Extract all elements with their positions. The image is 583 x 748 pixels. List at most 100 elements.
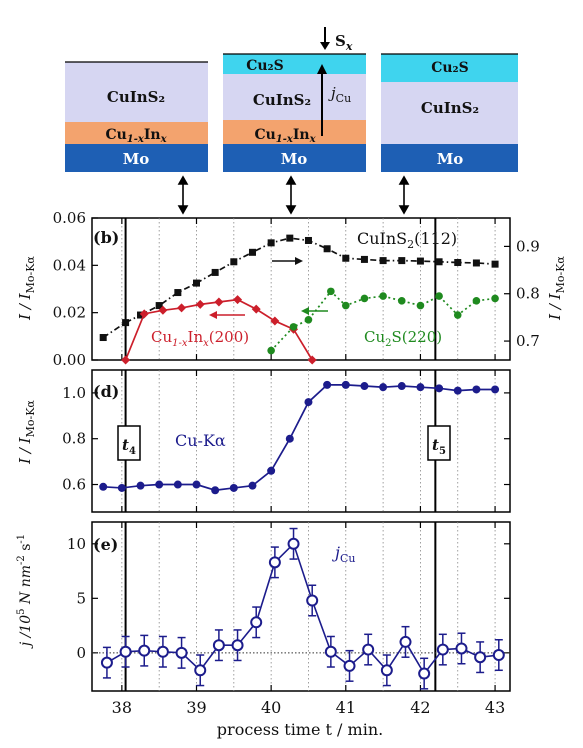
point-cu2s220 bbox=[416, 301, 425, 310]
point-cis112 bbox=[360, 255, 368, 263]
point-jcu bbox=[268, 556, 281, 569]
x-tick-label: 43 bbox=[485, 698, 505, 717]
point-jcu bbox=[306, 594, 319, 607]
point-cu2s220 bbox=[491, 294, 499, 303]
point-jcu bbox=[418, 667, 431, 680]
point-jcu bbox=[492, 649, 505, 662]
point-cis112 bbox=[174, 289, 182, 297]
stack2-cu2s-layer bbox=[223, 54, 366, 74]
point-cis112 bbox=[99, 334, 107, 342]
y-tick-label: 10 bbox=[67, 535, 86, 553]
point-cis112 bbox=[193, 279, 200, 287]
label-cuin200: Cu1-xInx(200) bbox=[151, 328, 249, 349]
point-cuka bbox=[192, 480, 201, 489]
point-cuin200 bbox=[139, 309, 149, 319]
point-cuin200 bbox=[195, 299, 205, 309]
jcu-label: jCu bbox=[328, 84, 351, 105]
point-cuka bbox=[211, 486, 220, 495]
stack1-cis-label: CuInS₂ bbox=[107, 88, 165, 106]
panel-e-ylabel: j /105 N nm-2 s-1 bbox=[16, 534, 34, 649]
series-line-jcu bbox=[106, 542, 499, 675]
point-cuka bbox=[360, 382, 369, 391]
point-cuka bbox=[117, 483, 126, 492]
stack2-cis-label: CuInS₂ bbox=[253, 91, 311, 109]
point-jcu bbox=[119, 645, 132, 658]
point-cuka bbox=[136, 481, 145, 490]
stack-link-arrows bbox=[177, 175, 410, 215]
point-cuin200 bbox=[233, 295, 243, 305]
point-cuka bbox=[267, 466, 276, 475]
panel-d-ylabel: I / IMo-Kα bbox=[16, 400, 37, 465]
series-line-cuka bbox=[103, 384, 496, 492]
point-cu2s220 bbox=[453, 311, 462, 319]
point-jcu bbox=[212, 639, 225, 652]
point-cu2s220 bbox=[341, 301, 350, 310]
stack3-mo-layer bbox=[381, 144, 518, 172]
arrow-cis-right bbox=[272, 257, 303, 265]
point-cuka bbox=[323, 380, 332, 389]
point-cis112 bbox=[155, 302, 163, 310]
sx-label: Sx bbox=[335, 32, 353, 53]
point-cuka bbox=[435, 384, 444, 393]
x-tick-label: 41 bbox=[336, 698, 356, 717]
point-jcu bbox=[287, 537, 300, 550]
panel-b: 0.00 0.02 0.04 0.06 0.7 0.8 0.9 bbox=[53, 209, 540, 369]
y-tick-label: 0.8 bbox=[62, 430, 86, 448]
arrow-cu2s-left bbox=[301, 307, 328, 315]
link-arrow-2-down bbox=[285, 205, 297, 215]
link-arrow-3-up bbox=[398, 175, 410, 185]
point-jcu bbox=[231, 639, 244, 652]
point-cu2s220 bbox=[327, 287, 335, 296]
event-box-t5: t5 bbox=[427, 425, 451, 461]
link-arrow-1-up bbox=[177, 175, 189, 185]
point-cuka bbox=[453, 386, 462, 395]
panel-frame bbox=[91, 521, 511, 692]
x-tick-label: 39 bbox=[186, 698, 206, 717]
point-cuka bbox=[173, 480, 182, 489]
stack-1: CuInS₂ Cu1-xInx Mo bbox=[65, 61, 208, 172]
panel-e-label: (e) bbox=[93, 535, 118, 554]
point-cuka bbox=[304, 398, 313, 407]
link-arrow-2-up bbox=[285, 175, 297, 185]
svg-text:t5: t5 bbox=[432, 436, 446, 457]
point-cuin200 bbox=[214, 297, 224, 307]
arrow-cuin-left bbox=[209, 311, 245, 319]
panel-e: 0 5 10 38 39 40 41 42 43 bbox=[67, 521, 511, 717]
stack1-cuin-label: Cu1-xInx bbox=[105, 127, 167, 145]
point-cis112 bbox=[454, 258, 462, 266]
y-tick-label-left: 0.04 bbox=[53, 256, 86, 274]
event-box-t4: t4 bbox=[117, 425, 141, 461]
point-cu2s220 bbox=[304, 315, 313, 324]
stack3-cis-label: CuInS₂ bbox=[421, 99, 479, 117]
point-cis112 bbox=[472, 259, 480, 267]
panel-b-ylabel-left: I / IMo-Kα bbox=[16, 256, 37, 321]
y-tick-label: 0.6 bbox=[62, 476, 86, 494]
point-cuin200 bbox=[307, 355, 317, 365]
link-arrow-3-down bbox=[398, 205, 410, 215]
point-jcu bbox=[138, 644, 151, 657]
point-cuka bbox=[285, 434, 294, 443]
y-tick-label: 1.0 bbox=[62, 384, 86, 402]
stack2-cuin-label: Cu1-xInx bbox=[254, 127, 316, 145]
stack-2: Cu₂S CuInS₂ Cu1-xInx Mo Sx jCu bbox=[223, 27, 366, 172]
point-jcu bbox=[399, 635, 412, 648]
panel-b-label: (b) bbox=[93, 228, 119, 247]
stack2-cis-layer bbox=[223, 74, 366, 122]
point-jcu bbox=[380, 664, 393, 677]
point-cuin200 bbox=[158, 305, 168, 315]
stack3-cu2s-layer bbox=[381, 54, 518, 82]
point-cuka bbox=[99, 482, 108, 491]
point-cu2s220 bbox=[435, 292, 443, 300]
point-cu2s220 bbox=[360, 294, 369, 303]
point-cis112 bbox=[304, 236, 312, 244]
point-cuka bbox=[248, 481, 257, 490]
stack2-mo-label: Mo bbox=[281, 150, 308, 168]
stack2-cu2s-label: Cu₂S bbox=[246, 58, 284, 74]
panel-b-ylabel-right: I / IMo-Kα bbox=[546, 256, 567, 321]
point-cuka bbox=[416, 383, 425, 392]
point-jcu bbox=[362, 643, 375, 656]
point-cis112 bbox=[267, 239, 275, 247]
label-cu2s220: Cu2S(220) bbox=[364, 328, 442, 349]
point-cis112 bbox=[323, 245, 331, 253]
